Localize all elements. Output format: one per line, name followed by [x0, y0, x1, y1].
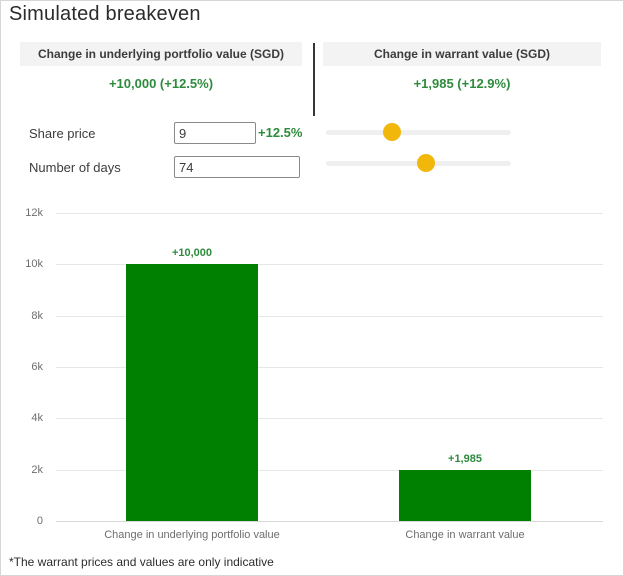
header-underlying-portfolio-label: Change in underlying portfolio value (SG… [37, 47, 284, 61]
header-warrant-value-label: Change in warrant value (SGD) [373, 47, 551, 61]
share-price-input[interactable] [174, 122, 256, 144]
bar-value-label-underlying: +10,000 [171, 247, 213, 260]
y-axis-tick-12k: 12k [25, 207, 43, 219]
gridline-4k [56, 418, 603, 420]
number-of-days-input[interactable] [174, 156, 300, 178]
x-axis-label-underlying: Change in underlying portfolio value [104, 529, 280, 541]
gridline-8k [56, 315, 603, 317]
gridline-6k [56, 367, 603, 368]
number-of-days-label: Number of days [29, 160, 121, 175]
y-axis-tick-8k: 8k [31, 309, 43, 322]
y-axis-tick-2k: 2k [31, 463, 43, 476]
share-price-slider-handle[interactable] [383, 123, 402, 141]
header-divider [313, 43, 315, 116]
header-warrant-value: Change in warrant value (SGD) [323, 42, 601, 66]
y-axis-tick-0: 0 [36, 515, 43, 527]
bar-value-label-warrant: +1,985 [448, 453, 482, 466]
bar-underlying [126, 264, 258, 521]
share-price-slider-track[interactable] [326, 130, 511, 135]
share-price-label: Share price [29, 126, 96, 141]
bar-warrant [399, 470, 531, 521]
gridline-12k [56, 213, 603, 214]
page-title: Simulated breakeven [9, 3, 201, 25]
x-axis-label-warrant: Change in warrant value [405, 529, 525, 541]
footnote: *The warrant prices and values are only … [9, 555, 274, 569]
number-of-days-slider-handle[interactable] [416, 154, 435, 172]
gridline-2k [56, 469, 603, 471]
warrant-change-value: +1,985 (+12.9%) [413, 76, 511, 91]
gridline-0 [56, 521, 603, 522]
y-axis-tick-10k: 10k [25, 258, 43, 271]
gridline-10k [56, 264, 603, 266]
share-price-change-pct: +12.5% [258, 125, 303, 140]
y-axis-tick-4k: 4k [31, 412, 43, 425]
header-underlying-portfolio: Change in underlying portfolio value (SG… [20, 42, 302, 66]
underlying-change-value: +10,000 (+12.5%) [108, 76, 214, 91]
y-axis-tick-6k: 6k [31, 361, 43, 373]
